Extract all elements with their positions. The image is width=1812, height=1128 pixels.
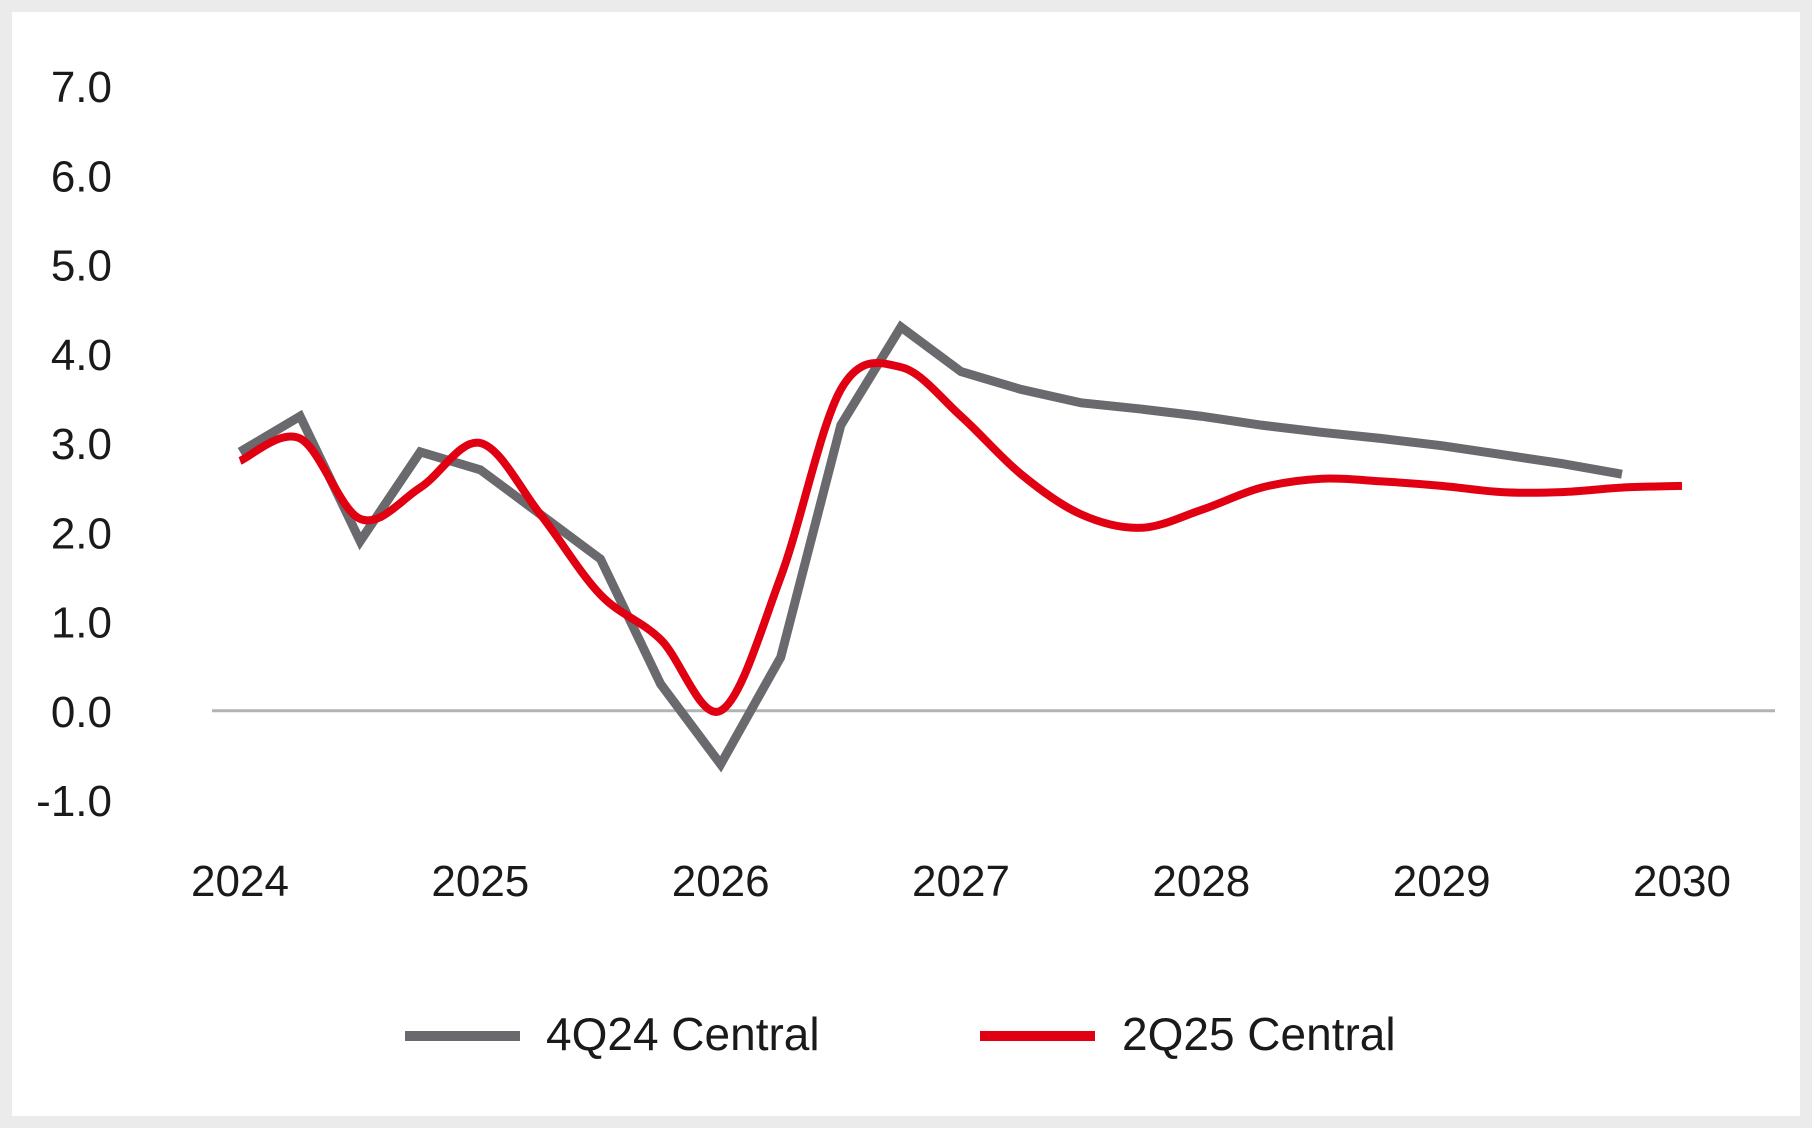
y-tick-label: 7.0 xyxy=(51,63,112,112)
y-tick-label: 0.0 xyxy=(51,688,112,737)
y-tick-label: 3.0 xyxy=(51,420,112,469)
x-axis: 2024 2025 2026 2027 2028 2029 2030 xyxy=(191,857,1731,906)
series-layer xyxy=(237,320,1683,773)
y-tick-label: -1.0 xyxy=(36,777,112,826)
x-tick-label: 2028 xyxy=(1152,857,1250,906)
y-tick-label: 6.0 xyxy=(51,152,112,201)
x-tick-label: 2029 xyxy=(1393,857,1491,906)
y-tick-label: 1.0 xyxy=(51,599,112,648)
chart-frame xyxy=(12,12,1800,1116)
legend-label-2q25: 2Q25 Central xyxy=(1122,1008,1396,1060)
x-tick-label: 2025 xyxy=(431,857,529,906)
y-tick-label: 5.0 xyxy=(51,242,112,291)
series-line-2q25-central xyxy=(238,359,1683,716)
y-tick-label: 4.0 xyxy=(51,331,112,380)
legend: 4Q24 Central 2Q25 Central xyxy=(405,1008,1396,1060)
legend-label-4q24: 4Q24 Central xyxy=(546,1008,820,1060)
y-tick-label: 2.0 xyxy=(51,509,112,558)
x-tick-label: 2030 xyxy=(1633,857,1731,906)
x-tick-label: 2026 xyxy=(672,857,770,906)
x-tick-label: 2024 xyxy=(191,857,289,906)
y-axis: 7.0 6.0 5.0 4.0 3.0 2.0 1.0 0.0 -1.0 xyxy=(36,63,112,826)
series-line-4q24-central xyxy=(237,320,1623,773)
x-tick-label: 2027 xyxy=(912,857,1010,906)
